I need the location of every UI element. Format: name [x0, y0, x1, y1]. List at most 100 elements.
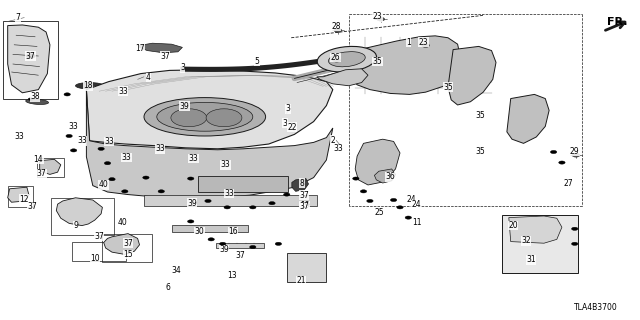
Text: 33: 33: [77, 136, 87, 145]
Polygon shape: [292, 179, 308, 191]
Circle shape: [397, 206, 403, 209]
Text: 23: 23: [419, 38, 429, 47]
Text: 35: 35: [443, 83, 453, 92]
Text: 33: 33: [224, 189, 234, 198]
Circle shape: [572, 242, 578, 245]
Circle shape: [559, 161, 565, 164]
Circle shape: [284, 193, 290, 196]
Ellipse shape: [76, 83, 104, 89]
Text: 39: 39: [219, 245, 229, 254]
Text: 35: 35: [372, 57, 383, 66]
Bar: [8, 186, 33, 207]
Circle shape: [66, 134, 72, 138]
Circle shape: [104, 162, 111, 165]
Circle shape: [269, 202, 275, 205]
Circle shape: [572, 227, 578, 230]
Ellipse shape: [157, 102, 253, 131]
Text: 15: 15: [123, 250, 133, 259]
Text: 24: 24: [411, 200, 421, 209]
Text: 16: 16: [228, 228, 238, 236]
Text: 2: 2: [330, 136, 335, 145]
Ellipse shape: [26, 99, 49, 104]
Bar: [72, 242, 126, 261]
Text: 40: 40: [118, 218, 128, 227]
Text: 33: 33: [155, 144, 165, 153]
Ellipse shape: [317, 46, 376, 72]
Text: 1: 1: [406, 38, 411, 47]
Text: 19: 19: [300, 201, 310, 210]
Text: 3: 3: [285, 104, 291, 113]
Polygon shape: [8, 187, 29, 202]
Text: 38: 38: [30, 92, 40, 101]
Text: 37: 37: [36, 169, 47, 178]
Text: 33: 33: [220, 160, 230, 169]
Circle shape: [333, 58, 340, 62]
Text: 18: 18: [84, 81, 93, 90]
Circle shape: [422, 44, 429, 47]
Polygon shape: [56, 198, 102, 226]
Text: 11: 11: [413, 218, 422, 227]
Circle shape: [188, 177, 194, 180]
Ellipse shape: [144, 98, 266, 136]
Polygon shape: [509, 216, 562, 243]
Text: 37: 37: [123, 239, 133, 248]
Text: 33: 33: [118, 87, 128, 96]
Bar: [198, 176, 288, 192]
Text: 39: 39: [179, 102, 189, 111]
Circle shape: [70, 149, 77, 152]
Circle shape: [367, 199, 373, 203]
Text: 29: 29: [570, 147, 580, 156]
Circle shape: [353, 177, 359, 180]
Text: 35: 35: [475, 147, 485, 156]
Text: 8: 8: [300, 179, 305, 188]
Text: 33: 33: [122, 153, 132, 162]
Circle shape: [572, 153, 580, 157]
Polygon shape: [40, 159, 61, 174]
Circle shape: [405, 216, 412, 219]
Text: 30: 30: [195, 228, 205, 236]
Text: 20: 20: [508, 221, 518, 230]
Text: 3: 3: [282, 119, 287, 128]
Circle shape: [208, 238, 214, 241]
Circle shape: [224, 206, 230, 209]
Text: 37: 37: [299, 202, 309, 211]
Text: 24: 24: [406, 195, 416, 204]
Text: 33: 33: [104, 137, 114, 146]
Text: 27: 27: [563, 180, 573, 188]
Text: 6: 6: [165, 284, 170, 292]
Text: 33: 33: [333, 144, 343, 153]
Circle shape: [28, 98, 33, 100]
Ellipse shape: [171, 109, 207, 127]
Circle shape: [550, 150, 557, 154]
Text: 10: 10: [90, 254, 100, 263]
Text: 33: 33: [14, 132, 24, 141]
Text: 9: 9: [73, 221, 78, 230]
Text: 37: 37: [26, 52, 36, 60]
Circle shape: [220, 242, 226, 245]
Text: 23: 23: [372, 12, 383, 21]
Bar: [3, 21, 58, 99]
Polygon shape: [86, 70, 333, 149]
Bar: [51, 198, 114, 235]
Polygon shape: [104, 234, 140, 254]
Circle shape: [377, 17, 385, 21]
Text: 12: 12: [20, 195, 29, 204]
Circle shape: [158, 190, 164, 193]
Text: 14: 14: [33, 155, 44, 164]
Text: TLA4B3700: TLA4B3700: [574, 303, 618, 312]
Circle shape: [250, 206, 256, 209]
Polygon shape: [317, 69, 368, 86]
Text: 37: 37: [160, 52, 170, 60]
Ellipse shape: [206, 109, 242, 127]
Text: 40: 40: [99, 180, 109, 189]
Polygon shape: [86, 90, 333, 198]
Circle shape: [122, 190, 128, 193]
Text: 35: 35: [475, 111, 485, 120]
Text: 22: 22: [287, 123, 296, 132]
Polygon shape: [355, 139, 400, 185]
Circle shape: [109, 178, 115, 181]
Circle shape: [390, 198, 397, 202]
Text: 33: 33: [68, 122, 79, 131]
Bar: [102, 234, 152, 262]
Bar: [216, 243, 264, 248]
